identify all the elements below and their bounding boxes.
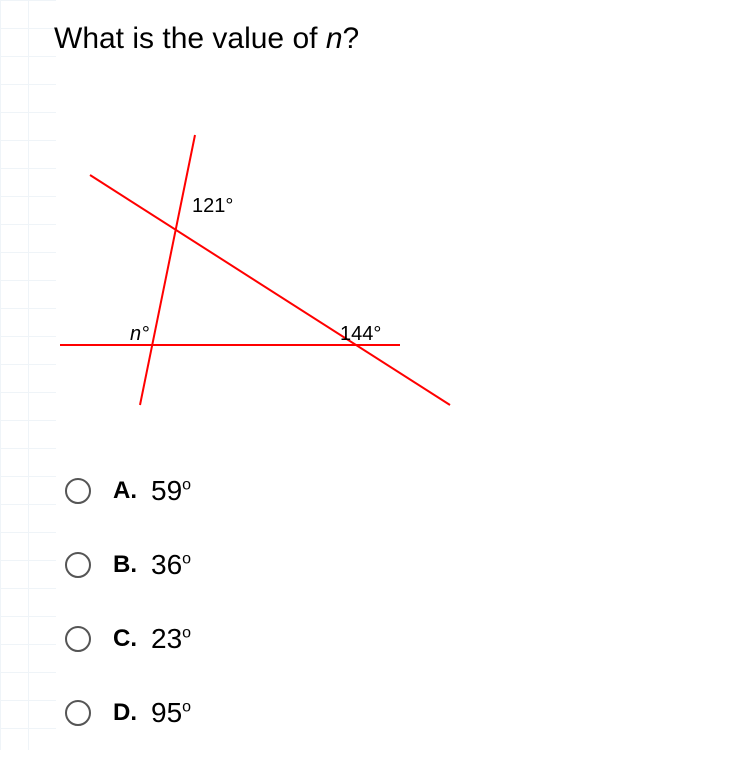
question-suffix: ? [343,22,360,55]
radio-icon[interactable] [65,478,91,504]
answer-value: 95o [151,697,191,729]
answer-letter: A. [113,477,137,505]
angle-label-n: n° [130,323,149,346]
answer-option[interactable]: A. 59o [65,475,191,507]
angle-label-121: 121° [192,195,233,218]
answer-value: 59o [151,475,191,507]
answer-value: 36o [151,549,191,581]
geometry-diagram: 121° 144° n° [30,115,470,445]
answer-option[interactable]: C. 23o [65,623,191,655]
answer-value: 23o [151,623,191,655]
answer-letter: C. [113,625,137,653]
question-prefix: What is the value of [54,22,326,55]
answer-option[interactable]: D. 95o [65,697,191,729]
answer-letter: B. [113,551,137,579]
answer-list: A. 59o B. 36o C. 23o D. 95o [65,475,191,771]
radio-icon[interactable] [65,552,91,578]
diagram-svg [30,115,470,445]
answer-option[interactable]: B. 36o [65,549,191,581]
radio-icon[interactable] [65,700,91,726]
answer-letter: D. [113,699,137,727]
question-variable: n [326,22,343,55]
question-text: What is the value of n? [54,22,359,56]
angle-label-144: 144° [340,323,381,346]
radio-icon[interactable] [65,626,91,652]
